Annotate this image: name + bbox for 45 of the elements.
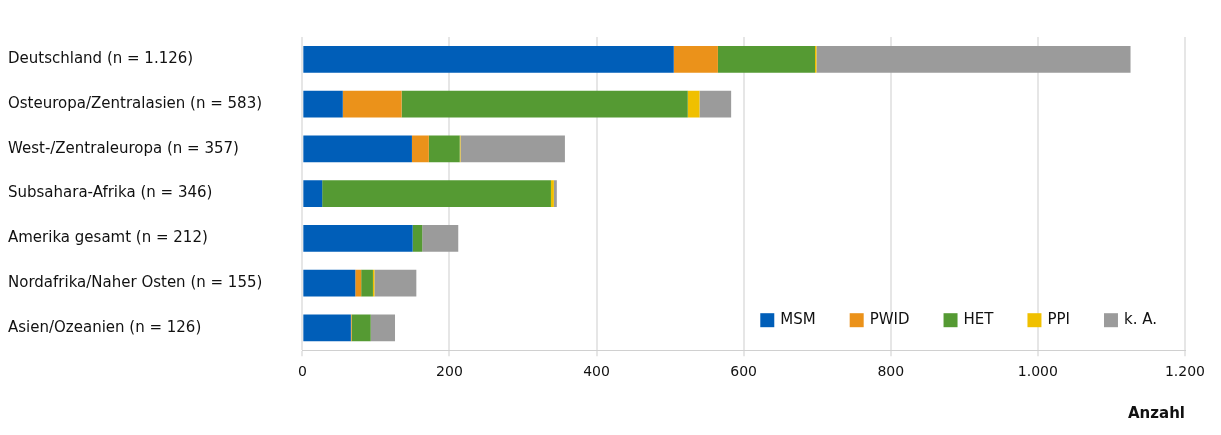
bar bbox=[303, 180, 323, 208]
bar bbox=[303, 269, 356, 297]
y-tick-label: Nordafrika/Naher Osten (n = 155) bbox=[8, 272, 263, 291]
bar bbox=[361, 269, 373, 297]
bar bbox=[412, 224, 423, 252]
y-tick-label: Subsahara-Afrika (n = 346) bbox=[8, 183, 213, 202]
bar bbox=[673, 45, 718, 73]
bar bbox=[374, 269, 417, 297]
bar bbox=[401, 90, 688, 118]
x-axis-title: Anzahl bbox=[1127, 403, 1185, 422]
y-tick-label: Osteuropa/Zentralasien (n = 583) bbox=[8, 94, 263, 112]
bar bbox=[422, 224, 459, 252]
x-tick-label: 200 bbox=[436, 363, 463, 380]
bar bbox=[351, 314, 371, 342]
legend-label: HET bbox=[963, 310, 995, 329]
bar bbox=[460, 135, 565, 163]
y-tick-label: West-/Zentraleuropa (n = 357) bbox=[8, 138, 239, 157]
bar bbox=[322, 180, 551, 208]
bar bbox=[303, 90, 343, 118]
bar bbox=[687, 90, 700, 118]
x-tick-label: 1.000 bbox=[1017, 363, 1058, 380]
bar bbox=[411, 135, 429, 163]
bar bbox=[342, 90, 402, 118]
bar bbox=[303, 45, 674, 73]
bar bbox=[428, 135, 460, 163]
bar bbox=[355, 269, 362, 297]
x-tick-label: 800 bbox=[877, 363, 905, 380]
y-tick-label: Asien/Ozeanien (n = 126) bbox=[8, 317, 202, 336]
bar bbox=[303, 224, 413, 252]
x-tick-label: 400 bbox=[583, 363, 610, 380]
y-tick-label: Amerika gesamt (n = 212) bbox=[8, 228, 208, 247]
x-tick-label: 1.200 bbox=[1164, 363, 1206, 380]
bar bbox=[717, 45, 815, 73]
bar bbox=[303, 135, 412, 163]
legend-label: PWID bbox=[869, 310, 910, 329]
bar bbox=[816, 45, 1131, 73]
legend-label: MSM bbox=[780, 310, 816, 329]
bar bbox=[370, 314, 396, 342]
legend-label: k. A. bbox=[1123, 310, 1157, 329]
legend-label: PPI bbox=[1047, 310, 1070, 329]
bar bbox=[699, 90, 732, 118]
bar bbox=[303, 314, 351, 342]
x-tick-label: 0 bbox=[297, 363, 307, 380]
y-tick-label: Deutschland (n = 1.126) bbox=[8, 49, 194, 68]
x-tick-label: 600 bbox=[730, 363, 758, 380]
